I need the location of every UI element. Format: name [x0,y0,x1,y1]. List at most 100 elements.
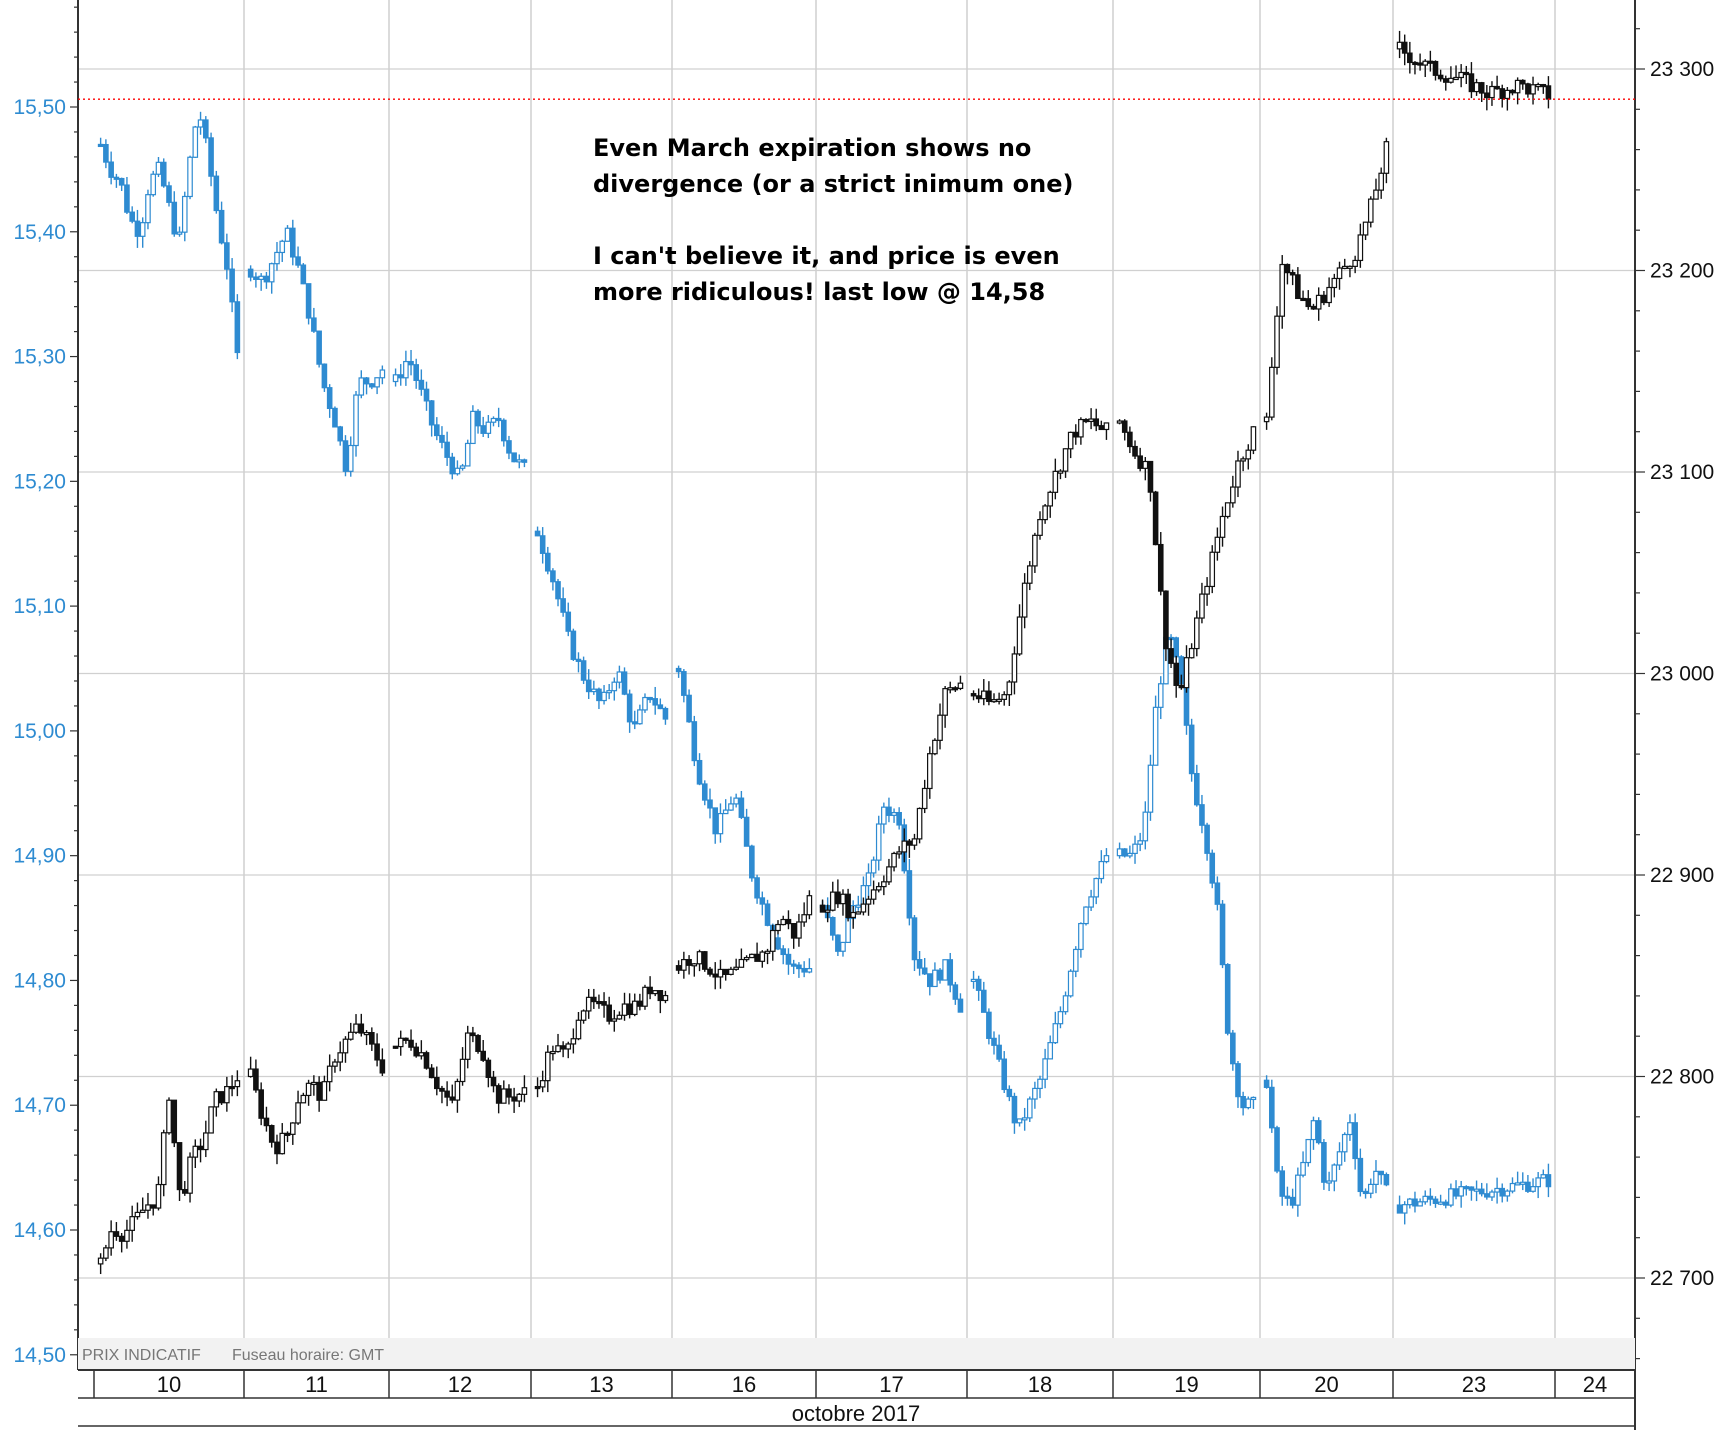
candle-body [911,838,918,846]
candle-body [544,1051,551,1082]
candle-body [192,1145,199,1158]
candle-body [1305,298,1312,308]
blue-bar-body [681,671,687,696]
blue-bar-body [284,227,291,242]
candle-body [1037,518,1043,536]
blue-bar-body [637,709,643,725]
candle-body [279,1132,286,1155]
candle-body [996,698,1002,702]
candle-body [1178,684,1185,689]
blue-bar-body [490,417,497,423]
candle-body [1173,662,1180,686]
blue-bar-body [1103,855,1110,863]
right-tick-label: 23 200 [1650,260,1714,283]
candle-body [258,1089,264,1119]
blue-bar-body [413,364,419,382]
blue-bar-body [701,783,708,801]
blue-bar-body [1230,1032,1236,1065]
candle-body [565,1043,572,1050]
candle-body [626,1003,633,1016]
candle-body [470,1032,476,1037]
candle-body [1116,420,1123,424]
candle-body [155,1183,162,1209]
candle-body [957,682,964,689]
left-tick-label: 15,20 [13,470,66,493]
blue-bar-body [428,400,435,426]
candle-body [947,687,954,691]
candle-body [1432,60,1439,76]
candle-body [1442,78,1449,83]
candle-body [1427,60,1434,64]
blue-bar-body [1519,1181,1526,1185]
day-label: 12 [448,1372,472,1397]
candle-body [1453,76,1459,81]
candle-body [284,1132,291,1136]
candle-body [1347,265,1353,269]
candle-body [596,1000,602,1005]
candle-body [819,904,826,913]
candle-body [932,739,938,755]
candle-body [1437,74,1444,80]
blue-bar-body [1001,1058,1008,1091]
candle-body [342,1038,349,1054]
candle-body [253,1068,259,1091]
blue-bar-body [743,816,750,847]
series-black-candles [97,30,1552,1275]
candle-body [1269,366,1275,418]
blue-bar-body [1362,1190,1369,1195]
candle-body [379,1059,386,1074]
blue-bar-body [733,797,739,805]
blue-bar-body [1062,995,1069,1013]
candle-body [1274,315,1280,368]
candle-body [1284,263,1291,274]
candle-body [906,840,913,846]
blue-bar-body [790,963,797,967]
blue-bar-body [521,459,528,463]
candle-body [434,1076,440,1090]
blue-bar-body [501,419,507,442]
blue-bar-body [166,185,172,203]
blue-bar-body [321,363,328,389]
blue-bar-body [707,799,713,809]
candle-body [1458,71,1464,79]
blue-bar-body [1193,772,1200,806]
blue-bar-body [722,809,729,815]
candle-body [229,1085,235,1090]
blue-bar-body [591,688,597,693]
blue-bar-body [957,998,964,1013]
blue-bar-body [621,671,628,695]
candle-body [796,921,802,939]
candle-body [1147,460,1154,493]
candle-body [1504,89,1511,100]
right-tick-label: 23 000 [1650,663,1714,686]
blue-bar-body [289,227,296,258]
blue-bar-body [835,934,841,952]
candle-body [263,1117,270,1127]
blue-bar-body [1468,1186,1475,1191]
candle-body [1509,89,1516,94]
blue-bar-body [326,387,333,410]
left-tick-label: 15,30 [13,346,66,369]
candle-body [197,1145,204,1151]
blue-bar-body [1047,1042,1054,1060]
candle-body [1352,259,1358,267]
candle-body [701,951,708,970]
blue-bar-body [845,917,851,944]
candle-body [300,1094,307,1104]
blue-bar-body [176,231,183,235]
day-label: 16 [732,1372,756,1397]
candle-body [495,1085,502,1104]
candle-body [208,1106,214,1134]
candle-body [1016,616,1023,655]
blue-bar-body [258,275,264,280]
candle-body [464,1032,471,1060]
candle-body [806,895,813,916]
blue-bar-body [1026,1098,1033,1119]
blue-bar-body [555,581,561,600]
blue-bar-body [1269,1086,1275,1129]
day-label: 23 [1462,1372,1486,1397]
candle-body [1519,79,1526,85]
candle-body [1378,172,1384,191]
blue-bar-body [1083,906,1089,925]
candle-body [353,1023,359,1033]
